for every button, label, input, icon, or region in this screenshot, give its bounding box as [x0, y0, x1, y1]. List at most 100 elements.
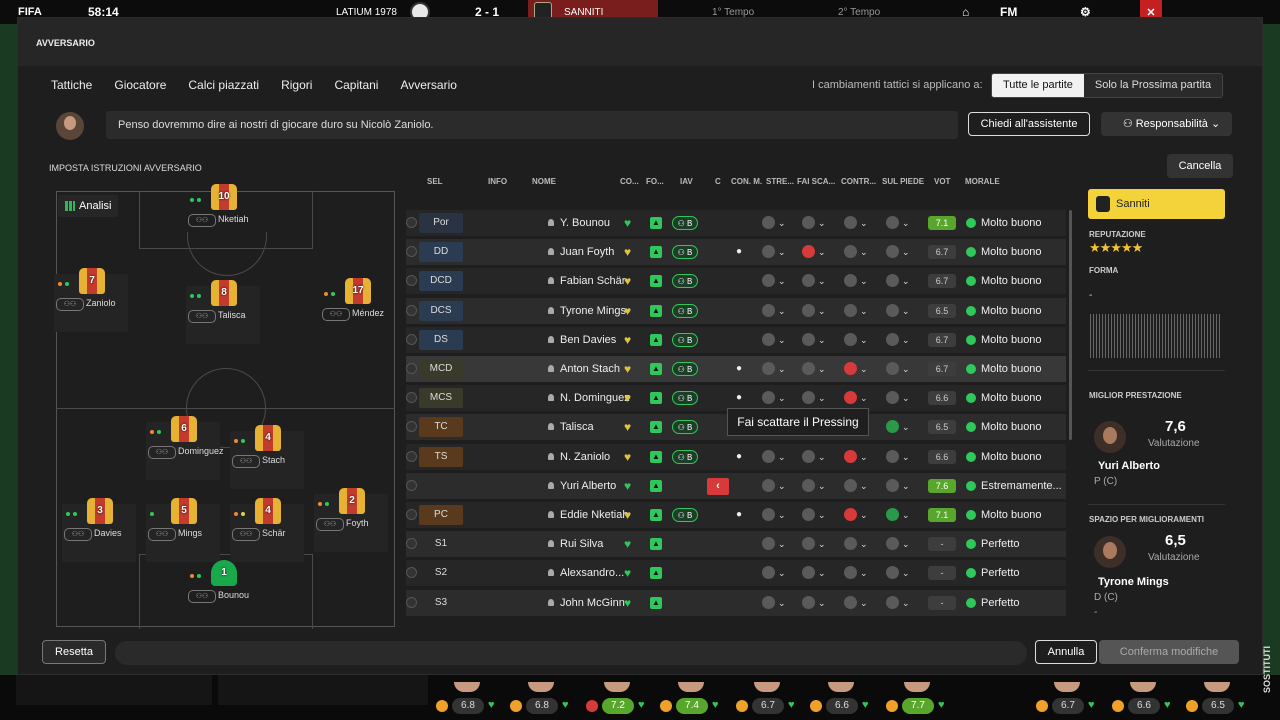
player-name[interactable]: N. Dominguez: [548, 385, 630, 411]
chevron-down-icon[interactable]: ⌄: [818, 568, 826, 579]
select-check-icon[interactable]: [406, 479, 417, 491]
col-nome[interactable]: NOME: [532, 177, 556, 186]
pitch-player[interactable]: 6 ⚇⚇ Dominguez: [146, 416, 224, 480]
instruction-icon[interactable]: [886, 391, 899, 405]
table-scrollbar[interactable]: [1069, 210, 1072, 440]
chevron-down-icon[interactable]: ⌄: [778, 305, 786, 316]
instruction-icon[interactable]: [886, 274, 899, 288]
select-check-icon[interactable]: [406, 304, 417, 316]
select-check-icon[interactable]: [406, 392, 417, 404]
instruction-icon[interactable]: [844, 537, 857, 551]
instruction-icon[interactable]: [886, 332, 899, 346]
chevron-down-icon[interactable]: ⌄: [860, 276, 868, 287]
instruction-icon[interactable]: [762, 566, 775, 580]
table-row[interactable]: DCS Tyrone Mings ♥ ▲ ⚇ B ⌄ ⌄ ⌄ ⌄ 6.5 Molto buono: [406, 297, 1066, 324]
pitch-player[interactable]: 7 ⚇⚇ Zaniolo: [54, 268, 128, 332]
chevron-down-icon[interactable]: ⌄: [902, 334, 910, 345]
select-cell[interactable]: [406, 444, 418, 470]
select-cell[interactable]: [406, 298, 418, 324]
ask-assistant-button[interactable]: Chiedi all'assistente: [968, 112, 1090, 136]
col-con-m[interactable]: CON. M.: [731, 177, 763, 186]
col-sul-piede[interactable]: SUL PIEDE: [882, 177, 925, 186]
instruction-icon[interactable]: [802, 332, 815, 346]
chevron-down-icon[interactable]: ⌄: [778, 510, 786, 520]
chevron-down-icon[interactable]: ⌄: [860, 364, 868, 374]
player-name[interactable]: N. Zaniolo: [548, 444, 610, 470]
instruction-icon[interactable]: [886, 303, 899, 317]
select-cell[interactable]: [406, 502, 418, 528]
chevron-down-icon[interactable]: ⌄: [902, 247, 910, 258]
instruction-icon[interactable]: [802, 216, 815, 229]
player-name[interactable]: Rui Silva: [548, 531, 603, 557]
chevron-down-icon[interactable]: ⌄: [860, 334, 868, 345]
col-c[interactable]: C: [715, 177, 721, 186]
chevron-down-icon[interactable]: ⌄: [902, 451, 910, 462]
instruction-icon[interactable]: [802, 508, 815, 521]
tab-capitani[interactable]: Capitani: [334, 78, 379, 92]
select-check-icon[interactable]: [406, 538, 417, 550]
chevron-down-icon[interactable]: ⌄: [818, 218, 826, 228]
instruction-icon[interactable]: [844, 303, 857, 317]
chevron-down-icon[interactable]: ⌄: [778, 334, 786, 345]
chevron-down-icon[interactable]: ⌄: [778, 247, 786, 258]
substitutes-tab[interactable]: SOSTITUTI: [1262, 646, 1272, 694]
chevron-down-icon[interactable]: ⌄: [860, 393, 868, 404]
chevron-down-icon[interactable]: ⌄: [860, 247, 868, 258]
chevron-down-icon[interactable]: ⌄: [902, 422, 910, 433]
select-check-icon[interactable]: [406, 275, 417, 287]
instruction-icon[interactable]: [886, 478, 899, 492]
table-row[interactable]: S1 Rui Silva ♥ ▲ ⌄ ⌄ ⌄ ⌄ - Perfetto: [406, 531, 1066, 558]
col-iav[interactable]: IAV: [680, 177, 693, 186]
chevron-down-icon[interactable]: ⌄: [902, 480, 910, 491]
instruction-icon[interactable]: [886, 508, 899, 521]
chevron-down-icon[interactable]: ⌄: [902, 597, 910, 608]
select-cell[interactable]: [406, 327, 418, 353]
player-name[interactable]: Yuri Alberto: [548, 473, 616, 499]
instruction-icon[interactable]: [762, 332, 775, 346]
select-check-icon[interactable]: [406, 567, 417, 579]
instruction-icon[interactable]: [762, 391, 775, 405]
chevron-down-icon[interactable]: ⌄: [860, 480, 868, 491]
instruction-icon[interactable]: [762, 478, 775, 492]
instruction-icon[interactable]: [802, 245, 815, 259]
col-pressing[interactable]: FAI SCA...: [797, 177, 836, 186]
chevron-down-icon[interactable]: ⌄: [818, 247, 826, 258]
chevron-down-icon[interactable]: ⌄: [902, 539, 910, 550]
chevron-down-icon[interactable]: ⌄: [860, 597, 868, 608]
instruction-icon[interactable]: [762, 303, 775, 317]
instruction-icon[interactable]: [802, 478, 815, 492]
player-name[interactable]: Alexsandro...: [548, 560, 624, 586]
player-name[interactable]: Eddie Nketiah: [548, 502, 629, 528]
select-check-icon[interactable]: [406, 333, 417, 345]
back-arrow-button[interactable]: ‹: [707, 477, 729, 495]
table-row[interactable]: Yuri Alberto ♥ ▲ ‹ ⌄ ⌄ ⌄ ⌄ 7.6 Estremamente...: [406, 472, 1066, 499]
instruction-icon[interactable]: [886, 595, 899, 609]
chevron-down-icon[interactable]: ⌄: [902, 364, 910, 374]
chevron-down-icon[interactable]: ⌄: [902, 393, 910, 404]
instruction-icon[interactable]: [762, 245, 775, 259]
tab-calci-piazzati[interactable]: Calci piazzati: [188, 78, 260, 92]
chevron-down-icon[interactable]: ⌄: [818, 597, 826, 608]
chevron-down-icon[interactable]: ⌄: [778, 568, 786, 579]
instruction-icon[interactable]: [844, 478, 857, 492]
pitch-player[interactable]: 3 ⚇⚇ Davies: [62, 498, 136, 562]
fm-button[interactable]: FM: [1000, 5, 1018, 19]
iav-toggle[interactable]: ⚇ B: [672, 508, 698, 522]
table-row[interactable]: S2 Alexsandro... ♥ ▲ ⌄ ⌄ ⌄ ⌄ - Perfetto: [406, 560, 1066, 587]
chevron-down-icon[interactable]: ⌄: [860, 218, 868, 228]
table-row[interactable]: DD Juan Foyth ♥ ▲ ⚇ B ● ⌄ ⌄ ⌄ ⌄ 6.7 Molto buono: [406, 239, 1066, 266]
reset-button[interactable]: Resetta: [42, 640, 106, 664]
bench-player-chip[interactable]: 6.7 ♥: [732, 682, 802, 716]
iav-toggle[interactable]: ⚇ B: [672, 303, 698, 318]
chevron-down-icon[interactable]: ⌄: [902, 510, 910, 520]
player-name[interactable]: Juan Foyth: [548, 239, 614, 265]
col-contrasti[interactable]: CONTR...: [841, 177, 877, 186]
instruction-icon[interactable]: [762, 595, 775, 609]
tab-tattiche[interactable]: Tattiche: [51, 78, 93, 92]
instruction-icon[interactable]: [844, 332, 857, 346]
select-cell[interactable]: [406, 385, 418, 411]
table-row[interactable]: Por Y. Bounou ♥ ▲ ⚇ B ⌄ ⌄ ⌄ ⌄ 7.1 Molto buono: [406, 210, 1066, 236]
instruction-icon[interactable]: [886, 216, 899, 229]
instruction-icon[interactable]: [844, 362, 857, 375]
select-check-icon[interactable]: [406, 509, 417, 520]
